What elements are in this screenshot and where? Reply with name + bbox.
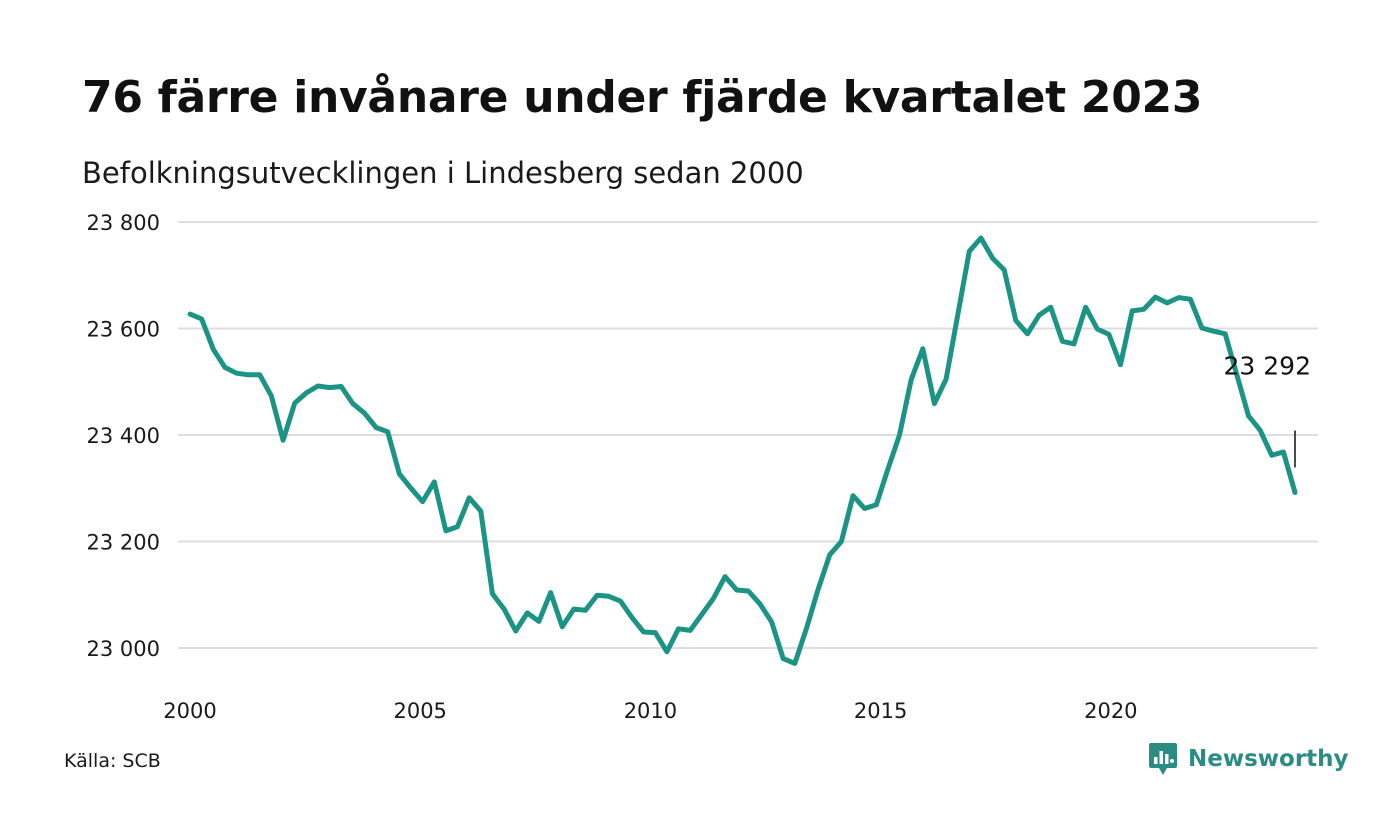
y-tick-label: 23 200 <box>87 531 160 555</box>
x-tick-label: 2010 <box>624 699 677 723</box>
x-tick-label: 2005 <box>393 699 446 723</box>
brand[interactable]: Newsworthy <box>1148 742 1349 776</box>
y-tick-label: 23 400 <box>87 424 160 448</box>
brand-name: Newsworthy <box>1188 746 1349 772</box>
x-tick-label: 2020 <box>1084 699 1137 723</box>
newsworthy-logo-icon <box>1149 743 1177 775</box>
y-tick-label: 23 000 <box>87 637 160 661</box>
source-note: Källa: SCB <box>64 750 161 772</box>
x-axis-ticks: 2000 2005 2010 2015 2020 <box>163 699 1137 723</box>
end-value-label: 23 292 <box>1224 352 1311 381</box>
population-series-line <box>187 235 1298 666</box>
chart-subtitle: Befolkningsutvecklingen i Lindesberg sed… <box>82 156 804 190</box>
y-axis-ticks: 23 000 23 200 23 400 23 600 23 800 <box>87 211 160 661</box>
gridlines <box>178 221 1318 649</box>
y-tick-label: 23 600 <box>87 318 160 342</box>
x-tick-label: 2000 <box>163 699 216 723</box>
chart-title: 76 färre invånare under fjärde kvartalet… <box>82 72 1203 123</box>
x-tick-label: 2015 <box>854 699 907 723</box>
y-tick-label: 23 800 <box>87 211 160 235</box>
